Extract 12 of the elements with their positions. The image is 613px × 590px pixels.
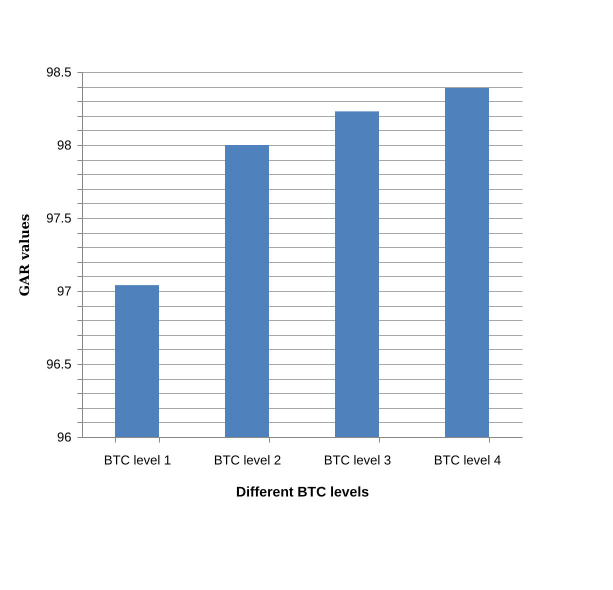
x-axis-title: Different BTC levels (236, 484, 370, 500)
x-tick-label: BTC level 3 (324, 452, 392, 468)
y-tick-label: 97.5 (46, 210, 72, 226)
x-tick-label: BTC level 1 (104, 452, 172, 468)
y-axis-title: GAR values (18, 214, 34, 296)
x-tick-label: BTC level 4 (434, 452, 502, 468)
y-tick-label: 96.5 (46, 356, 72, 372)
y-tick-label: 96 (57, 430, 72, 444)
y-tick-label: 98 (57, 138, 72, 152)
y-tick-label: 98.5 (46, 64, 72, 80)
y-tick-label: 97 (57, 284, 72, 298)
x-tick-label: BTC level 2 (214, 452, 282, 468)
